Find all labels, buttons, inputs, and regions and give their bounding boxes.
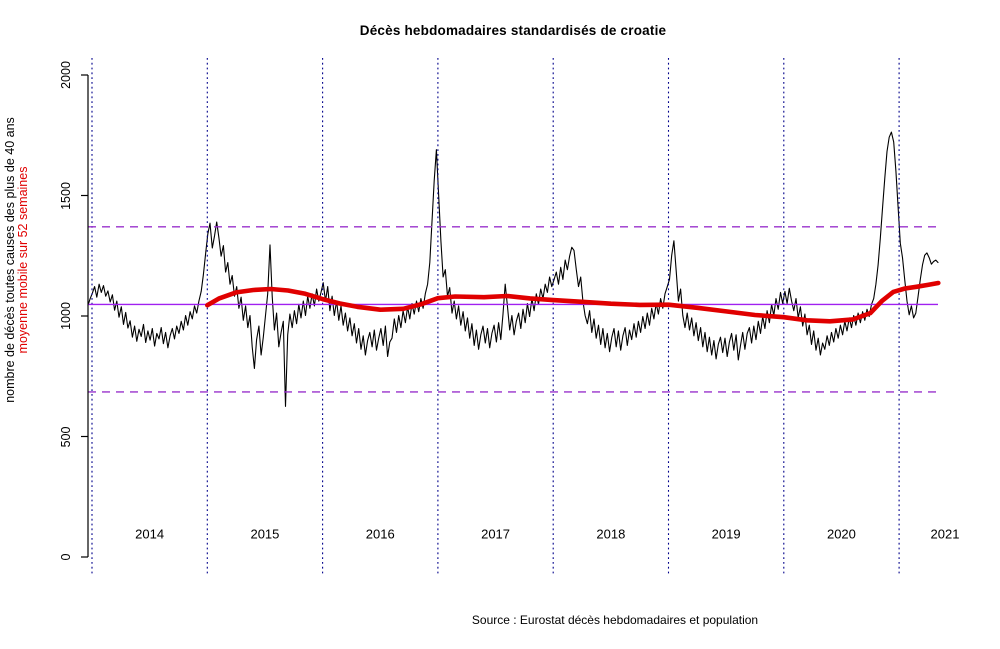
y-tick-label: 1000 <box>59 302 73 330</box>
chart-title: Décès hebdomadaires standardisés de croa… <box>359 23 667 38</box>
y-tick-label: 1500 <box>59 181 73 210</box>
x-year-label: 2020 <box>826 526 856 542</box>
y-tick-label: 2000 <box>59 61 73 89</box>
source-caption: Source : Eurostat décès hebdomadaires et… <box>471 613 759 627</box>
x-year-label: 2018 <box>596 526 626 542</box>
x-year-label: 2021 <box>930 526 960 542</box>
y-tick-label: 500 <box>59 426 73 447</box>
x-year-label: 2017 <box>481 526 511 542</box>
weekly-deaths-line <box>87 131 939 407</box>
x-year-label: 2019 <box>711 526 741 542</box>
y-tick-label: 0 <box>59 553 73 561</box>
x-year-label: 2015 <box>250 526 280 542</box>
moving-average-line <box>205 280 941 324</box>
x-year-label: 2016 <box>365 526 395 542</box>
x-year-label: 2014 <box>135 526 165 542</box>
